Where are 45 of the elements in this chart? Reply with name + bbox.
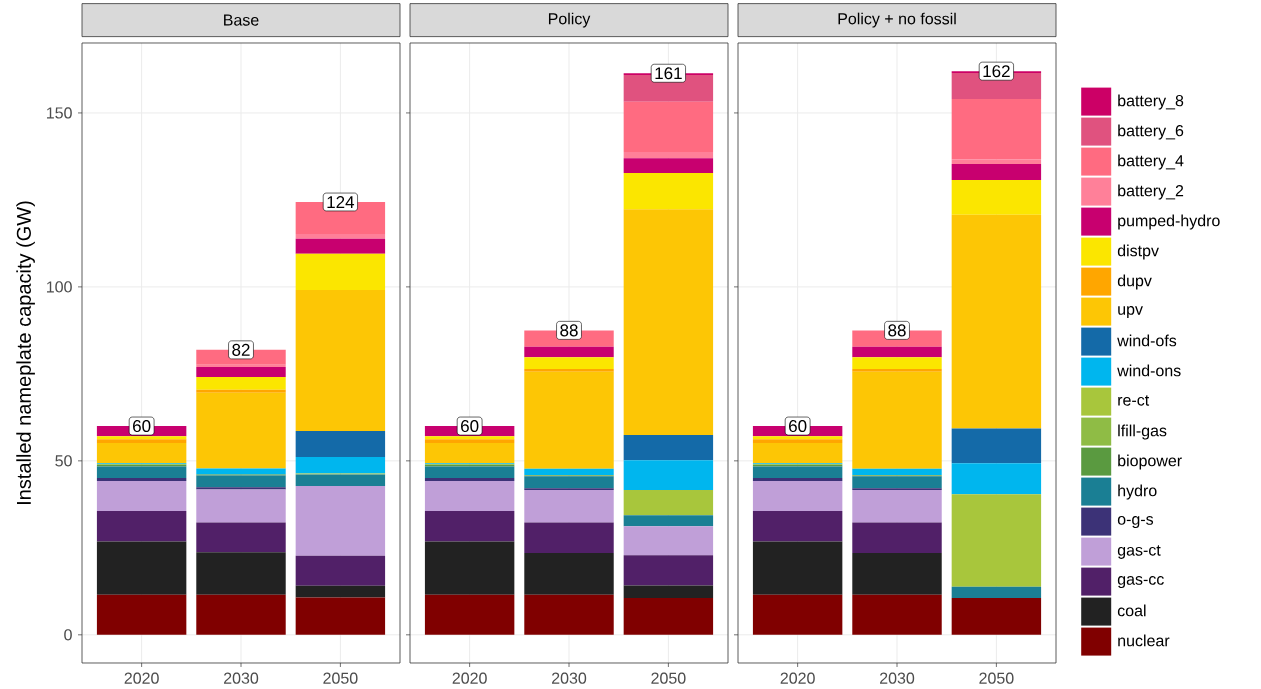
legend-label: nuclear (1118, 634, 1170, 647)
legend-label: biopower (1118, 454, 1182, 470)
legend-label: dupv (1117, 274, 1152, 290)
legend-label: gas-ct (1117, 545, 1161, 559)
x-tick-label: 2020 (780, 672, 815, 684)
legend-label: wind-ons (1117, 364, 1181, 377)
total-label: 60 (461, 419, 479, 432)
x-tick-label: 2050 (979, 672, 1014, 684)
x-tick-label: 2030 (224, 672, 259, 684)
x-tick-label: 2050 (651, 672, 686, 684)
y-tick-label: 100 (46, 281, 72, 293)
total-label: 88 (888, 324, 906, 337)
legend-label: lfill-gas (1118, 424, 1167, 440)
y-tick-label: 50 (55, 455, 72, 467)
chart-title: Policy + no fossil (838, 12, 956, 28)
legend-label: battery_4 (1118, 154, 1184, 170)
legend-label: battery_6 (1118, 124, 1184, 140)
x-tick-label: 2030 (552, 672, 587, 684)
legend-label: coal (1117, 604, 1146, 617)
y-tick-label: 0 (64, 629, 72, 641)
legend-label: gas-cc (1117, 576, 1164, 588)
total-label: 162 (983, 65, 1010, 78)
legend-label: re-ct (1118, 395, 1150, 406)
x-tick-label: 2050 (323, 672, 358, 684)
legend-label: wind-ofs (1117, 334, 1177, 347)
legend-label: hydro (1118, 484, 1157, 500)
x-tick-label: 2020 (124, 672, 159, 684)
y-tick-label: 150 (46, 107, 72, 119)
y-axis-title: Installed nameplate capacity (GW) (16, 201, 35, 504)
total-label: 161 (655, 67, 682, 80)
legend-label: battery_8 (1118, 94, 1184, 110)
legend-label: o-g-s (1117, 516, 1154, 528)
total-label: 82 (232, 343, 250, 356)
legend-label: pumped-hydro (1118, 214, 1220, 230)
chart-title: Policy (548, 12, 591, 28)
total-label: 60 (789, 419, 807, 432)
total-label: 60 (133, 419, 151, 432)
legend-label: distpv (1117, 244, 1159, 260)
legend-label: battery_2 (1118, 184, 1184, 200)
total-label: 88 (560, 324, 578, 337)
legend-label: upv (1118, 305, 1143, 318)
x-tick-label: 2020 (452, 672, 487, 684)
total-label: 124 (327, 195, 355, 208)
chart-title: Base (224, 14, 259, 26)
x-tick-label: 2030 (880, 672, 915, 684)
